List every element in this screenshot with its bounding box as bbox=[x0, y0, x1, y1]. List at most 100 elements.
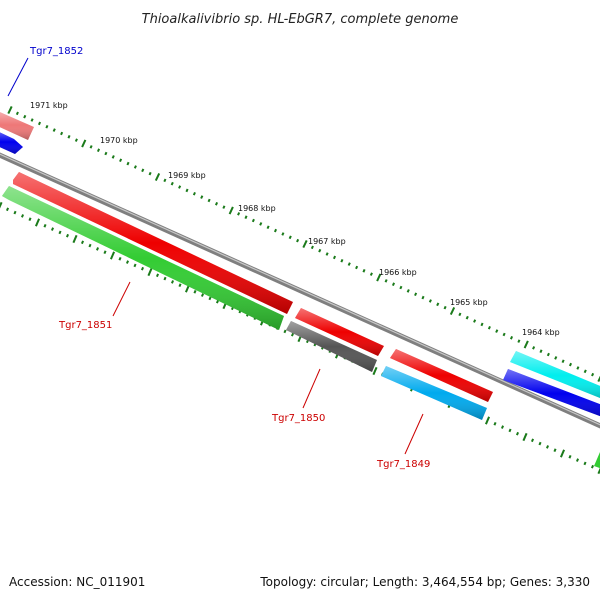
inner-tick bbox=[147, 267, 153, 277]
backbone-line bbox=[0, 152, 600, 429]
cds-red-feature-3[interactable] bbox=[390, 349, 493, 402]
outer-tick bbox=[141, 168, 145, 173]
cds-green-partial-feature[interactable] bbox=[594, 452, 600, 470]
outer-tick bbox=[163, 178, 167, 183]
outer-tick bbox=[104, 151, 108, 156]
inner-tick bbox=[538, 441, 542, 446]
outer-tick bbox=[318, 248, 322, 253]
outer-tick bbox=[310, 245, 314, 250]
cds-pink-feature[interactable] bbox=[0, 110, 34, 140]
outer-tick bbox=[96, 148, 101, 152]
outer-tick bbox=[376, 273, 382, 282]
outer-tick bbox=[591, 372, 595, 377]
inner-tick bbox=[200, 293, 205, 297]
inner-tick bbox=[590, 464, 595, 469]
leader-tgr7-1852 bbox=[7, 57, 29, 97]
outer-tick bbox=[384, 279, 388, 283]
outer-tick bbox=[347, 262, 351, 266]
outer-tick bbox=[302, 239, 308, 249]
outer-tick bbox=[325, 252, 329, 256]
outer-tick bbox=[473, 319, 477, 323]
cds-red-feature-2[interactable] bbox=[295, 308, 384, 356]
inner-tick bbox=[155, 273, 160, 278]
cds-blue-arrow-feature[interactable] bbox=[0, 130, 23, 154]
inner-scale-ticks bbox=[0, 201, 600, 475]
outer-tick bbox=[597, 375, 600, 383]
outer-tick bbox=[399, 285, 403, 290]
outer-tick bbox=[200, 195, 204, 199]
outer-tick bbox=[244, 215, 248, 219]
outer-tick bbox=[23, 114, 27, 119]
gene-label-tgr7-1849[interactable]: Tgr7_1849 bbox=[376, 459, 430, 470]
outer-tick bbox=[340, 258, 344, 263]
scale-label: 1965 kbp bbox=[450, 298, 488, 307]
inner-tick bbox=[0, 201, 3, 209]
cds-green-feature[interactable] bbox=[2, 186, 284, 330]
inner-tick bbox=[163, 276, 167, 281]
inner-tick bbox=[178, 283, 182, 287]
scale-labels: 1971 kbp 1970 kbp 1969 kbp 1968 kbp 1967… bbox=[30, 101, 560, 337]
outer-tick bbox=[192, 191, 196, 196]
outer-tick bbox=[67, 135, 71, 139]
outer-tick bbox=[436, 302, 440, 307]
gene-label-tgr7-1852[interactable]: Tgr7_1852 bbox=[29, 46, 83, 57]
inner-tick bbox=[118, 257, 122, 261]
inner-tick bbox=[125, 260, 130, 264]
inner-tick bbox=[559, 449, 566, 458]
outer-tick bbox=[222, 205, 226, 209]
gene-label-tgr7-1850[interactable]: Tgr7_1850 bbox=[271, 413, 325, 424]
cds-grey-feature[interactable] bbox=[286, 321, 377, 372]
inner-tick bbox=[95, 247, 100, 251]
outer-tick bbox=[89, 145, 93, 149]
outer-tick bbox=[37, 121, 42, 126]
scale-label: 1966 kbp bbox=[379, 268, 417, 277]
outer-tick bbox=[45, 124, 49, 129]
gene-label-tgr7-1851[interactable]: Tgr7_1851 bbox=[58, 320, 112, 331]
inner-tick bbox=[575, 458, 580, 462]
outer-tick bbox=[391, 282, 396, 286]
outer-tick bbox=[532, 346, 536, 350]
inner-tick bbox=[530, 438, 535, 443]
inner-tick bbox=[109, 251, 116, 260]
inner-tick bbox=[493, 422, 497, 426]
inner-tick bbox=[170, 280, 175, 284]
inner-tick bbox=[193, 290, 197, 294]
inner-tick bbox=[508, 428, 512, 433]
outer-tick bbox=[126, 161, 130, 166]
gene-labels: Tgr7_1852 Tgr7_1851 Tgr7_1850 Tgr7_1849 bbox=[29, 46, 430, 470]
outer-tick bbox=[465, 315, 469, 320]
inner-tick bbox=[484, 416, 491, 425]
outer-tick bbox=[554, 356, 558, 360]
inner-tick bbox=[34, 218, 41, 227]
leader-tgr7-1850 bbox=[302, 368, 321, 409]
outer-tick bbox=[332, 255, 337, 260]
scale-label: 1968 kbp bbox=[238, 204, 276, 213]
outer-tick bbox=[568, 362, 573, 367]
outer-tick bbox=[111, 155, 115, 159]
inner-tick bbox=[522, 432, 528, 442]
cds-cyan-feature[interactable] bbox=[510, 351, 600, 400]
inner-tick bbox=[103, 250, 107, 254]
inner-tick bbox=[43, 224, 47, 228]
outer-tick bbox=[502, 332, 506, 337]
cds-blue-feature[interactable] bbox=[503, 369, 600, 418]
inner-tick bbox=[13, 210, 17, 215]
outer-tick bbox=[495, 329, 499, 333]
cds-red-feature-1[interactable] bbox=[13, 172, 293, 314]
outer-tick bbox=[178, 185, 182, 189]
outer-tick bbox=[214, 202, 219, 206]
outer-tick bbox=[458, 312, 462, 317]
inner-tick bbox=[20, 214, 25, 218]
outer-tick bbox=[288, 235, 292, 240]
outer-tick bbox=[60, 131, 64, 136]
inner-tick bbox=[5, 207, 10, 212]
label-leaders bbox=[7, 57, 424, 455]
outer-tick bbox=[170, 181, 174, 186]
inner-tick bbox=[208, 296, 212, 301]
inner-tick bbox=[500, 425, 505, 429]
scale-label: 1967 kbp bbox=[308, 237, 346, 246]
cds-skyblue-feature[interactable] bbox=[381, 366, 487, 420]
genome-backbone bbox=[0, 152, 600, 429]
inner-tick bbox=[65, 233, 70, 238]
